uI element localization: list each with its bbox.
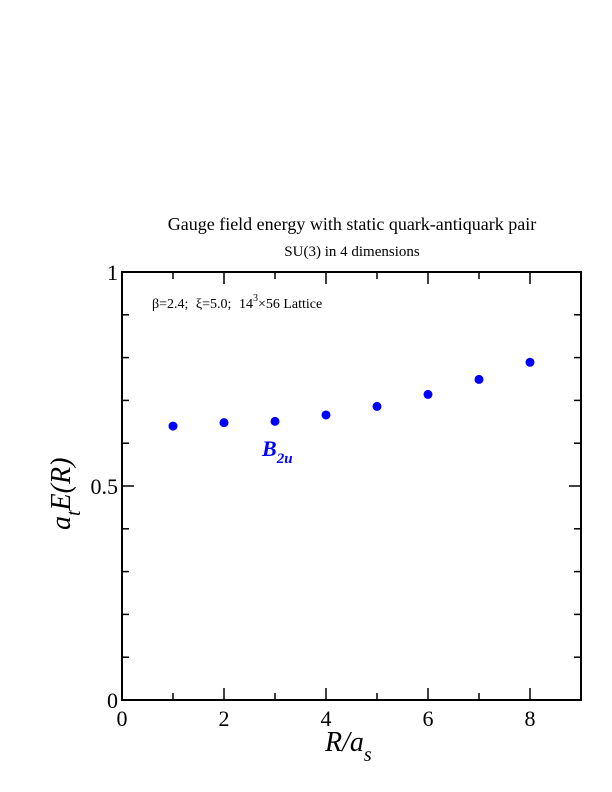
y-axis-label-subscript: t <box>63 510 85 516</box>
x-tick-label: 2 <box>219 706 230 731</box>
chart-subtitle: SU(3) in 4 dimensions <box>284 244 420 260</box>
x-tick-label: 4 <box>321 706 332 731</box>
data-point <box>423 389 433 399</box>
data-point <box>168 421 178 431</box>
axis-ticks <box>122 272 581 700</box>
xi-value: ξ=5.0; <box>196 297 232 312</box>
x-tick-label: 6 <box>423 706 434 731</box>
lattice-extent: ×56 Lattice <box>258 297 322 312</box>
data-points <box>168 357 535 431</box>
data-point <box>270 416 280 426</box>
chart-title: Gauge field energy with static quark-ant… <box>168 214 537 234</box>
x-axis-label: R/as <box>324 727 372 766</box>
series-label: B2u <box>261 436 293 467</box>
x-tick-label: 0 <box>117 706 128 731</box>
x-tick-label: 8 <box>525 706 536 731</box>
data-point <box>219 418 229 428</box>
lattice-size: 14 <box>239 297 253 312</box>
plot-frame <box>121 271 582 701</box>
data-point <box>525 357 535 367</box>
y-tick-labels: 00.51 <box>91 260 119 713</box>
y-axis-label-prefix: a <box>46 516 77 530</box>
x-axis-label-subscript: s <box>364 744 372 766</box>
parameter-annotation: β=2.4; ξ=5.0; 143×56 Lattice <box>152 293 322 312</box>
y-axis-label: atE(R) <box>46 458 85 530</box>
x-tick-labels: 0 2 4 6 8 <box>117 706 536 731</box>
y-tick-label: 1 <box>107 260 118 285</box>
lattice-exponent: 3 <box>253 293 258 304</box>
x-axis-label-main: R/a <box>324 727 364 758</box>
y-tick-label: 0.5 <box>91 474 119 499</box>
data-point <box>372 401 382 411</box>
y-tick-label: 0 <box>107 688 118 713</box>
beta-value: β=2.4; <box>152 297 188 312</box>
series-label-subscript: 2u <box>276 451 293 467</box>
y-axis-label-main: E(R) <box>46 458 77 512</box>
data-point <box>321 410 331 420</box>
data-point <box>474 374 484 384</box>
series-label-main: B <box>261 436 277 461</box>
